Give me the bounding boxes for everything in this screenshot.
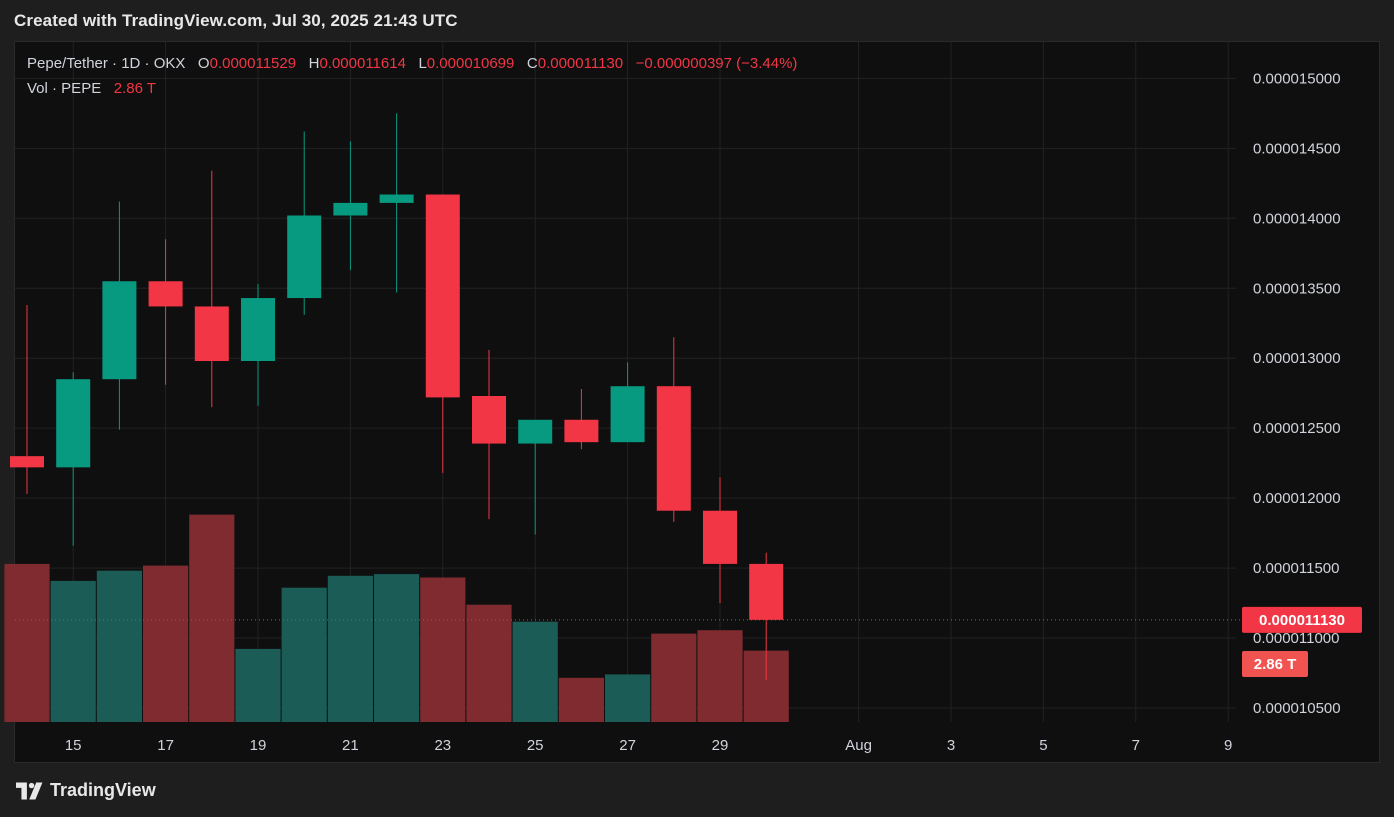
candle-body[interactable] xyxy=(610,386,645,443)
volume-bar xyxy=(605,674,651,722)
y-tick-label: 0.000013000 xyxy=(1253,350,1341,367)
candle-body[interactable] xyxy=(656,386,691,511)
legend-open-label: O xyxy=(197,55,210,72)
x-tick-label: 21 xyxy=(342,737,359,754)
legend-low-label: L xyxy=(418,55,427,72)
volume-bar xyxy=(420,577,466,722)
y-tick-label: 0.000011500 xyxy=(1253,560,1339,577)
candle-body[interactable] xyxy=(703,510,737,564)
volume-bar xyxy=(4,563,50,722)
legend-volume-label[interactable]: Vol · PEPE xyxy=(27,80,102,97)
candle-body[interactable] xyxy=(194,306,229,362)
candle-body[interactable] xyxy=(333,202,368,216)
x-tick-label: 7 xyxy=(1132,737,1140,754)
y-tick-label: 0.000010500 xyxy=(1253,700,1341,717)
candle-body[interactable] xyxy=(564,419,599,443)
volume-bar xyxy=(327,575,373,722)
x-tick-label: 17 xyxy=(157,737,174,754)
volume-bar xyxy=(281,587,327,722)
last-volume-label: 2.86 T xyxy=(1254,656,1297,673)
volume-bar xyxy=(466,604,512,722)
y-tick-label: 0.000014500 xyxy=(1253,140,1341,157)
candle-body[interactable] xyxy=(241,298,275,362)
last-volume-badge xyxy=(1242,651,1308,677)
x-tick-label: 9 xyxy=(1224,737,1232,754)
volume-bar xyxy=(374,574,420,722)
legend-price-row: Pepe/Tether · 1D · OKX O0.000011529 H0.0… xyxy=(27,55,797,80)
y-tick-label: 0.000015000 xyxy=(1253,70,1341,87)
volume-bar xyxy=(96,570,142,722)
footer-brand: TradingView xyxy=(50,780,156,800)
last-price-label: 0.000011130 xyxy=(1259,612,1345,629)
candle-body[interactable] xyxy=(56,379,91,468)
volume-bar xyxy=(697,630,743,722)
volume-bar xyxy=(235,648,281,722)
x-tick-label: 29 xyxy=(712,737,729,754)
volume-bar xyxy=(651,633,697,722)
candle-body[interactable] xyxy=(148,281,183,307)
x-tick-label: 15 xyxy=(65,737,82,754)
legend-low-value: 0.000010699 xyxy=(426,55,515,72)
candle-body[interactable] xyxy=(425,194,460,398)
y-tick-label: 0.000014000 xyxy=(1253,210,1341,227)
candle-body[interactable] xyxy=(287,215,322,299)
x-tick-label: 25 xyxy=(527,737,544,754)
y-tick-label: 0.000011000 xyxy=(1253,630,1339,647)
ohlc-legend: Pepe/Tether · 1D · OKX O0.000011529 H0.0… xyxy=(27,55,797,105)
candle-body[interactable] xyxy=(10,456,44,468)
y-tick-label: 0.000012500 xyxy=(1253,420,1341,437)
volume-bar xyxy=(558,677,604,722)
candle-body[interactable] xyxy=(749,563,784,620)
x-tick-label: 19 xyxy=(250,737,267,754)
x-tick-label: 23 xyxy=(434,737,451,754)
candle-body[interactable] xyxy=(102,281,137,380)
legend-high-value: 0.000011614 xyxy=(319,55,406,72)
y-tick-label: 0.000013500 xyxy=(1253,280,1341,297)
tradingview-logo-icon xyxy=(16,781,43,800)
legend-high-label: H xyxy=(308,55,320,72)
tradingview-footer: TradingView xyxy=(16,780,156,801)
volume-bar xyxy=(189,514,235,722)
volume-bar xyxy=(512,621,558,722)
legend-close-label: C xyxy=(526,55,538,72)
volume-bar xyxy=(50,580,96,722)
legend-volume-row: Vol · PEPE 2.86 T xyxy=(27,80,797,105)
last-price-badge xyxy=(1242,606,1362,633)
candle-body[interactable] xyxy=(379,194,414,203)
x-tick-label: 5 xyxy=(1039,737,1047,754)
x-tick-label: 3 xyxy=(947,737,955,754)
legend-close-value: 0.000011130 xyxy=(537,55,624,72)
volume-bar xyxy=(143,565,189,722)
x-tick-label: 27 xyxy=(619,737,636,754)
legend-open-value: 0.000011529 xyxy=(209,55,297,72)
x-tick-label: Aug xyxy=(845,737,872,754)
y-tick-label: 0.000012000 xyxy=(1253,490,1341,507)
chart-panel[interactable] xyxy=(14,41,1380,763)
chart-header-title: Created with TradingView.com, Jul 30, 20… xyxy=(14,11,458,30)
legend-volume-value: 2.86 T xyxy=(113,80,156,97)
legend-change: −0.000000397 (−3.44%) xyxy=(635,55,798,72)
candle-body[interactable] xyxy=(518,419,553,444)
legend-symbol[interactable]: Pepe/Tether · 1D · OKX xyxy=(27,55,186,72)
candle-body[interactable] xyxy=(472,395,506,444)
